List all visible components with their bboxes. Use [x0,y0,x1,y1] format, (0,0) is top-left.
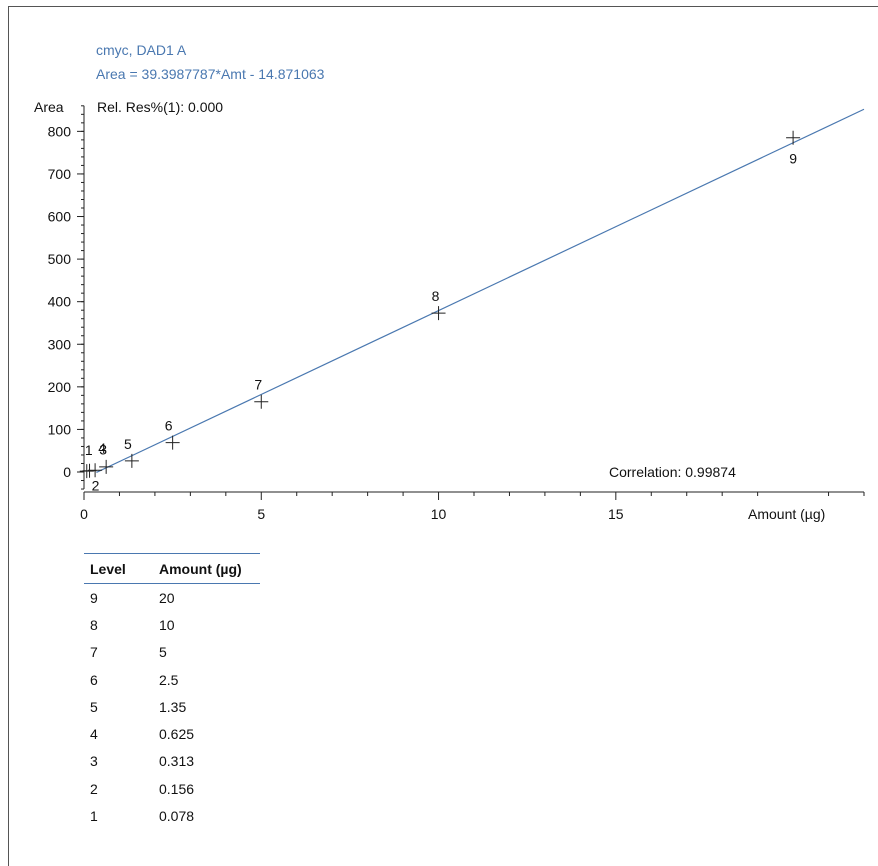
chart-subtitle-equation: Area = 39.3987787*Amt - 14.871063 [96,66,325,82]
amount-cell: 20 [159,589,175,606]
data-point-label-4: 4 [98,440,106,456]
x-tick-label: 5 [257,506,265,522]
amount-cell: 2.5 [159,671,179,688]
data-point-label-7: 7 [254,377,262,393]
correlation-annotation: Correlation: 0.99874 [609,464,736,480]
data-point-marker-7 [254,394,269,409]
y-tick-label: 600 [48,209,72,225]
y-tick-label: 700 [48,166,72,182]
level-cell: 6 [90,671,98,688]
data-point-marker-5 [124,453,139,468]
amount-cell: 5 [159,644,167,661]
amount-cell: 1.35 [159,698,187,715]
data-point-marker-3 [88,463,103,478]
table-row: 6 2.5 [84,666,260,693]
level-cell: 5 [90,698,98,715]
level-cell: 1 [90,808,98,825]
data-points: 1 2 34 5 6 7 8 9 [79,130,801,494]
calibration-level-table: Level Amount (µg) 9 20 8 10 7 5 6 2.5 5 1.35 4 0.62… [84,553,260,830]
y-tick-label: 0 [63,464,71,480]
chart-title: cmyc, DAD1 A [96,42,187,58]
table-row: 1 0.078 [84,802,260,829]
y-axis-label: Area [34,99,64,115]
report-frame [8,6,878,866]
table-header-row: Level Amount (µg) [84,553,260,584]
y-tick-label: 800 [48,123,72,139]
table-row: 2 0.156 [84,775,260,802]
y-tick-label: 300 [48,336,72,352]
level-cell: 7 [90,644,98,661]
data-point-label-8: 8 [432,288,440,304]
x-tick-label: 15 [608,506,624,522]
table-row: 3 0.313 [84,748,260,775]
amount-cell: 0.313 [159,753,195,770]
y-tick-label: 100 [48,421,72,437]
data-point-label-6: 6 [165,418,173,434]
table-row: 9 20 [84,584,260,612]
data-point-label-3: 3 [99,441,107,457]
fit-line-group [96,108,865,474]
level-cell: 2 [90,780,98,797]
amount-cell: 0.156 [159,780,195,797]
amount-cell: 10 [159,616,175,633]
amount-cell: 0.625 [159,726,195,743]
y-tick-label: 500 [48,251,72,267]
table-row: 5 1.35 [84,693,260,720]
data-point-marker-6 [165,435,180,450]
calibration-fit-line [96,108,865,474]
table-row: 4 0.625 [84,720,260,747]
data-point-label-5: 5 [124,436,132,452]
y-tick-label: 400 [48,294,72,310]
data-point-label-9: 9 [789,151,797,167]
data-point-label-2: 2 [92,478,100,494]
level-cell: 9 [90,589,98,606]
level-cell: 3 [90,753,98,770]
header-level: Level [84,553,153,584]
data-point-marker-4 [99,459,114,474]
rel-res-annotation: Rel. Res%(1): 0.000 [97,99,223,115]
level-cell: 4 [90,726,98,743]
level-cell: 8 [90,616,98,633]
amount-cell: 0.078 [159,808,195,825]
header-amount: Amount (µg) [153,553,260,584]
table-row: 8 10 [84,611,260,638]
calibration-chart: cmyc, DAD1 A Area = 39.3987787*Amt - 14.… [34,42,865,522]
data-point-marker-9 [786,130,801,145]
data-point-label-1: 1 [85,442,93,458]
x-tick-label: 10 [431,506,447,522]
data-point-marker-8 [431,306,446,321]
table-body: 9 20 8 10 7 5 6 2.5 5 1.35 4 0.625 3 0.313 2 0.156 1 0.07… [84,584,260,830]
x-tick-label: 0 [80,506,88,522]
y-tick-label: 200 [48,379,72,395]
x-axis-label: Amount (µg) [748,506,825,522]
